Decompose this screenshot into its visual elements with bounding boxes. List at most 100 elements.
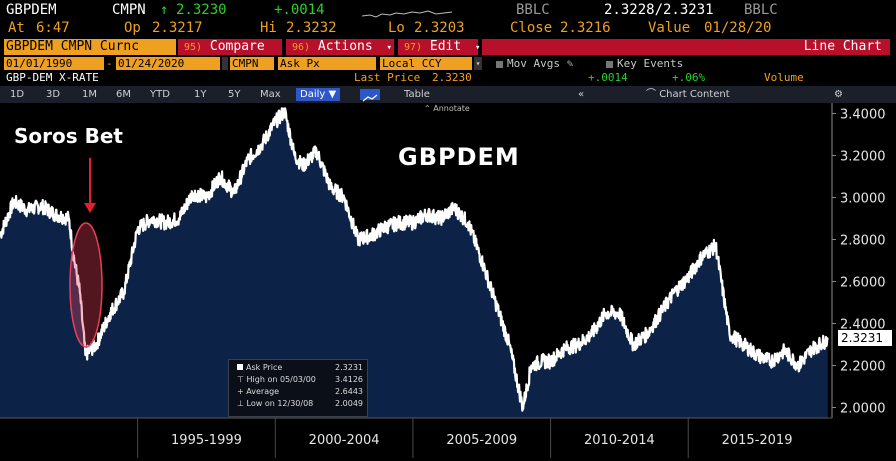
ask-source: BBLC	[744, 2, 778, 18]
key-events-toggle[interactable]: Key Events	[606, 57, 683, 70]
collapse-icon[interactable]: «	[578, 89, 585, 100]
sparkline	[362, 10, 452, 18]
mov-avgs-toggle[interactable]: Mov Avgs ✎	[496, 57, 573, 70]
date-separator: -	[106, 57, 113, 70]
period-3d[interactable]: 3D	[46, 89, 61, 100]
legend-box: Ask Price 2.3231 ⊤ High on 05/03/00 3.41…	[228, 359, 368, 417]
chart-icon: ⌒	[646, 89, 656, 100]
security-field[interactable]: GBPDEM CMPN Curnc	[4, 39, 176, 55]
key-events-label: Key Events	[617, 57, 684, 70]
low-marker-icon: ⊥	[237, 399, 247, 408]
legend-avg-text: Average	[246, 387, 280, 396]
low-label: Lo	[388, 20, 405, 36]
period-max[interactable]: Max	[260, 89, 281, 100]
soros-highlight	[69, 222, 103, 348]
average-marker-icon: +	[237, 387, 247, 396]
edit-label: Edit	[429, 39, 462, 54]
legend-low-text: Low on 12/30/08	[246, 399, 314, 408]
price-area	[0, 108, 828, 419]
currency-select[interactable]: Local CCY	[380, 57, 472, 70]
y-tick-label: 3.4000	[840, 108, 886, 123]
end-date-field[interactable]: 01/24/2020	[116, 57, 220, 70]
open-value: 2.3217	[152, 20, 203, 36]
annotate-button[interactable]: ⌃ Annotate	[424, 104, 470, 113]
chevron-up-icon: ⌃	[424, 104, 431, 113]
period-6m[interactable]: 6M	[116, 89, 131, 100]
time: 6:47	[36, 20, 70, 36]
chart-title: GBPDEM	[398, 143, 520, 171]
edit-number: 97)	[404, 42, 423, 53]
legend-avg-label: + Average	[237, 387, 279, 397]
calendar-icon[interactable]	[222, 57, 228, 70]
price-field-select[interactable]: Ask Px	[278, 57, 376, 70]
up-arrow-icon: ↑	[160, 2, 169, 18]
y-tick-label: 2.6000	[840, 276, 886, 291]
volume-label: Volume	[764, 71, 804, 84]
chart-info-row: GBP-DEM X-RATE Last Price 2.3230 +.0014 …	[0, 71, 896, 85]
period-1y[interactable]: 1Y	[194, 89, 207, 100]
soros-arrow-head	[84, 203, 96, 213]
last-price-value: 2.3230	[432, 71, 472, 84]
close-label: Close	[510, 20, 553, 36]
toolbar: GBPDEM CMPN Curnc 95) Compare 96) Action…	[0, 38, 896, 56]
last-price: 2.3230	[176, 2, 227, 18]
period-5y[interactable]: 5Y	[228, 89, 241, 100]
instrument-name: GBP-DEM X-RATE	[6, 71, 99, 84]
period-1m[interactable]: 1M	[82, 89, 97, 100]
gear-icon[interactable]: ⚙	[834, 89, 843, 100]
edit-menu[interactable]: 97) Edit ▾	[398, 39, 480, 55]
x-period-label: 1995-1999	[171, 433, 242, 448]
last-price-label: Last Price	[354, 71, 421, 84]
compare-label: Compare	[209, 39, 265, 54]
low-value: 2.3203	[414, 20, 465, 36]
chevron-down-icon[interactable]: ▾	[474, 57, 482, 70]
legend-ask-text: Ask Price	[246, 363, 283, 372]
table-tab[interactable]: Table	[404, 89, 430, 100]
legend-low-value: 2.0049	[335, 399, 363, 408]
high-marker-icon: ⊤	[237, 375, 247, 384]
compare-button[interactable]: 95) Compare	[178, 39, 282, 55]
bid-source: BBLC	[516, 2, 550, 18]
ohlc-row: At 6:47 Op 2.3217 Hi 2.3232 Lo 2.3203 Cl…	[0, 20, 896, 38]
chevron-down-icon: ▾	[386, 43, 392, 53]
frequency-dropdown[interactable]: Daily ▼	[296, 88, 341, 101]
at-label: At	[8, 20, 25, 36]
pencil-icon: ✎	[566, 57, 574, 70]
value-date: 01/28/20	[704, 20, 772, 36]
x-period-label: 2000-2004	[309, 433, 380, 448]
y-tick-label: 3.2000	[840, 150, 886, 165]
compare-number: 95)	[184, 42, 203, 53]
legend-high-text: High on 05/03/00	[246, 375, 316, 384]
period-bar: 1D 3D 1M 6M YTD 1Y 5Y Max Daily ▼ Table …	[0, 86, 896, 103]
actions-number: 96)	[292, 42, 311, 53]
white-square-icon	[237, 364, 243, 370]
period-1d[interactable]: 1D	[10, 89, 25, 100]
info-change: +.0014	[588, 71, 628, 84]
y-tick-label: 3.0000	[840, 192, 886, 207]
x-period-label: 2005-2009	[446, 433, 517, 448]
mov-avgs-label: Mov Avgs	[507, 57, 560, 70]
line-chart-glyph	[362, 94, 378, 102]
period-ytd[interactable]: YTD	[150, 89, 170, 100]
close-value: 2.3216	[560, 20, 611, 36]
open-label: Op	[124, 20, 141, 36]
high-value: 2.3232	[286, 20, 337, 36]
soros-label: Soros Bet	[14, 124, 123, 148]
checkbox-icon	[606, 60, 613, 68]
legend-high-label: ⊤ High on 05/03/00	[237, 375, 316, 385]
chart-content-label: Chart Content	[659, 89, 730, 100]
actions-menu[interactable]: 96) Actions ▾	[286, 39, 394, 55]
line-chart-icon[interactable]	[360, 89, 380, 102]
checkbox-icon	[496, 60, 503, 68]
price-line	[0, 107, 829, 412]
net-change: +.0014	[274, 2, 325, 18]
last-price-tag: 2.3231	[838, 330, 892, 346]
y-tick-label: 2.8000	[840, 234, 886, 249]
ticker-symbol: GBPDEM	[6, 2, 57, 18]
start-date-field[interactable]: 01/01/1990	[4, 57, 104, 70]
bid-ask: 2.3228/2.3231	[604, 2, 714, 18]
source-field[interactable]: CMPN	[230, 57, 274, 70]
legend-low-label: ⊥ Low on 12/30/08	[237, 399, 313, 409]
chart-content-button[interactable]: ⌒ Chart Content	[646, 88, 730, 101]
annotate-label: Annotate	[433, 104, 470, 113]
